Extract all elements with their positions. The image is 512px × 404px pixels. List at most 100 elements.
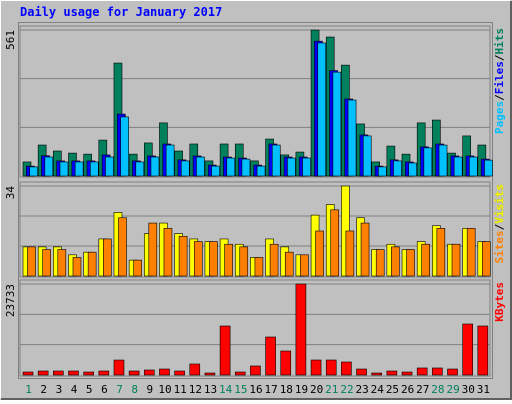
bar xyxy=(98,370,110,376)
bar xyxy=(254,257,264,277)
x-tick-label: 4 xyxy=(71,383,78,396)
bar xyxy=(27,246,36,277)
bar xyxy=(193,241,203,277)
x-tick-label: 15 xyxy=(234,383,247,396)
x-tick-label: 25 xyxy=(386,383,399,396)
x-tick-label: 2 xyxy=(40,383,47,396)
legend-entry: Pages xyxy=(493,101,506,134)
legend-separator: / xyxy=(493,54,506,61)
bar xyxy=(284,251,294,277)
legend: Pages/Files/Hits xyxy=(493,28,506,134)
bar xyxy=(325,359,337,376)
bar xyxy=(375,249,385,277)
bar xyxy=(469,156,478,177)
bar xyxy=(148,222,158,277)
bar xyxy=(271,144,281,177)
bar xyxy=(53,370,64,376)
bar xyxy=(234,371,246,376)
x-tick-label: 12 xyxy=(189,383,202,396)
bar xyxy=(256,165,266,177)
x-tick-label: 11 xyxy=(174,383,187,396)
legend-entry: Files xyxy=(493,61,506,94)
bar xyxy=(315,230,324,277)
x-tick-label: 22 xyxy=(340,383,353,396)
bar xyxy=(204,372,216,376)
bar xyxy=(345,230,355,277)
legend-separator: / xyxy=(493,223,506,230)
x-tick-label: 28 xyxy=(431,383,444,396)
x-tick-label: 3 xyxy=(56,383,63,396)
legend-entry: Sites xyxy=(493,230,506,263)
x-tick-label: 1 xyxy=(25,383,32,396)
bar xyxy=(438,144,448,177)
x-tick-label: 17 xyxy=(265,383,278,396)
bar xyxy=(453,156,463,177)
bar xyxy=(280,350,292,376)
bar xyxy=(44,156,54,177)
x-tick-label: 16 xyxy=(249,383,262,396)
bar xyxy=(265,336,276,376)
bar xyxy=(120,116,129,177)
x-tick-label: 30 xyxy=(462,383,475,396)
bar xyxy=(432,367,443,376)
bar xyxy=(241,158,251,177)
bar xyxy=(239,246,249,277)
legend-separator: / xyxy=(493,94,506,101)
bar xyxy=(68,370,79,376)
bar xyxy=(87,251,97,277)
bar xyxy=(74,161,84,177)
bar xyxy=(72,257,82,277)
bar xyxy=(391,246,400,277)
x-tick-label: 29 xyxy=(446,383,459,396)
bar xyxy=(180,160,190,177)
y-tick-label: 34 xyxy=(4,186,17,200)
bar xyxy=(482,241,491,277)
bar xyxy=(224,243,233,277)
bar xyxy=(393,160,402,177)
bar xyxy=(287,157,296,177)
plot-frame xyxy=(18,22,493,379)
bar xyxy=(423,147,433,177)
bar xyxy=(211,165,220,177)
x-tick-label: 26 xyxy=(401,383,414,396)
bar xyxy=(477,325,489,376)
bar xyxy=(163,228,173,277)
bar xyxy=(406,249,415,277)
bar xyxy=(128,370,140,376)
bar xyxy=(83,371,94,376)
bar xyxy=(317,42,327,177)
bar xyxy=(378,166,387,177)
bar xyxy=(105,156,114,177)
bar xyxy=(118,217,127,277)
x-tick-label: 31 xyxy=(477,383,490,396)
x-tick-label: 23 xyxy=(356,383,369,396)
bar xyxy=(408,162,417,177)
bar xyxy=(341,361,352,376)
x-tick-label: 9 xyxy=(147,383,154,396)
bar xyxy=(466,228,476,277)
bar xyxy=(360,222,370,277)
bar xyxy=(250,365,261,376)
bar xyxy=(362,135,372,177)
x-tick-label: 7 xyxy=(116,383,123,396)
legend-entry: KBytes xyxy=(493,282,506,322)
bar xyxy=(178,235,188,277)
bar xyxy=(462,323,473,376)
bar xyxy=(174,370,185,376)
x-tick-label: 10 xyxy=(158,383,171,396)
x-tick-label: 6 xyxy=(101,383,108,396)
x-tick-label: 27 xyxy=(416,383,429,396)
bar xyxy=(269,243,279,277)
bar xyxy=(371,372,383,376)
bar xyxy=(300,254,309,277)
bar xyxy=(330,209,340,277)
x-tick-label: 14 xyxy=(219,383,233,396)
bar xyxy=(310,359,322,376)
x-tick-label: 18 xyxy=(280,383,293,396)
bar xyxy=(421,243,430,277)
bar xyxy=(209,241,218,277)
panel xyxy=(19,279,491,377)
bar xyxy=(302,157,311,177)
